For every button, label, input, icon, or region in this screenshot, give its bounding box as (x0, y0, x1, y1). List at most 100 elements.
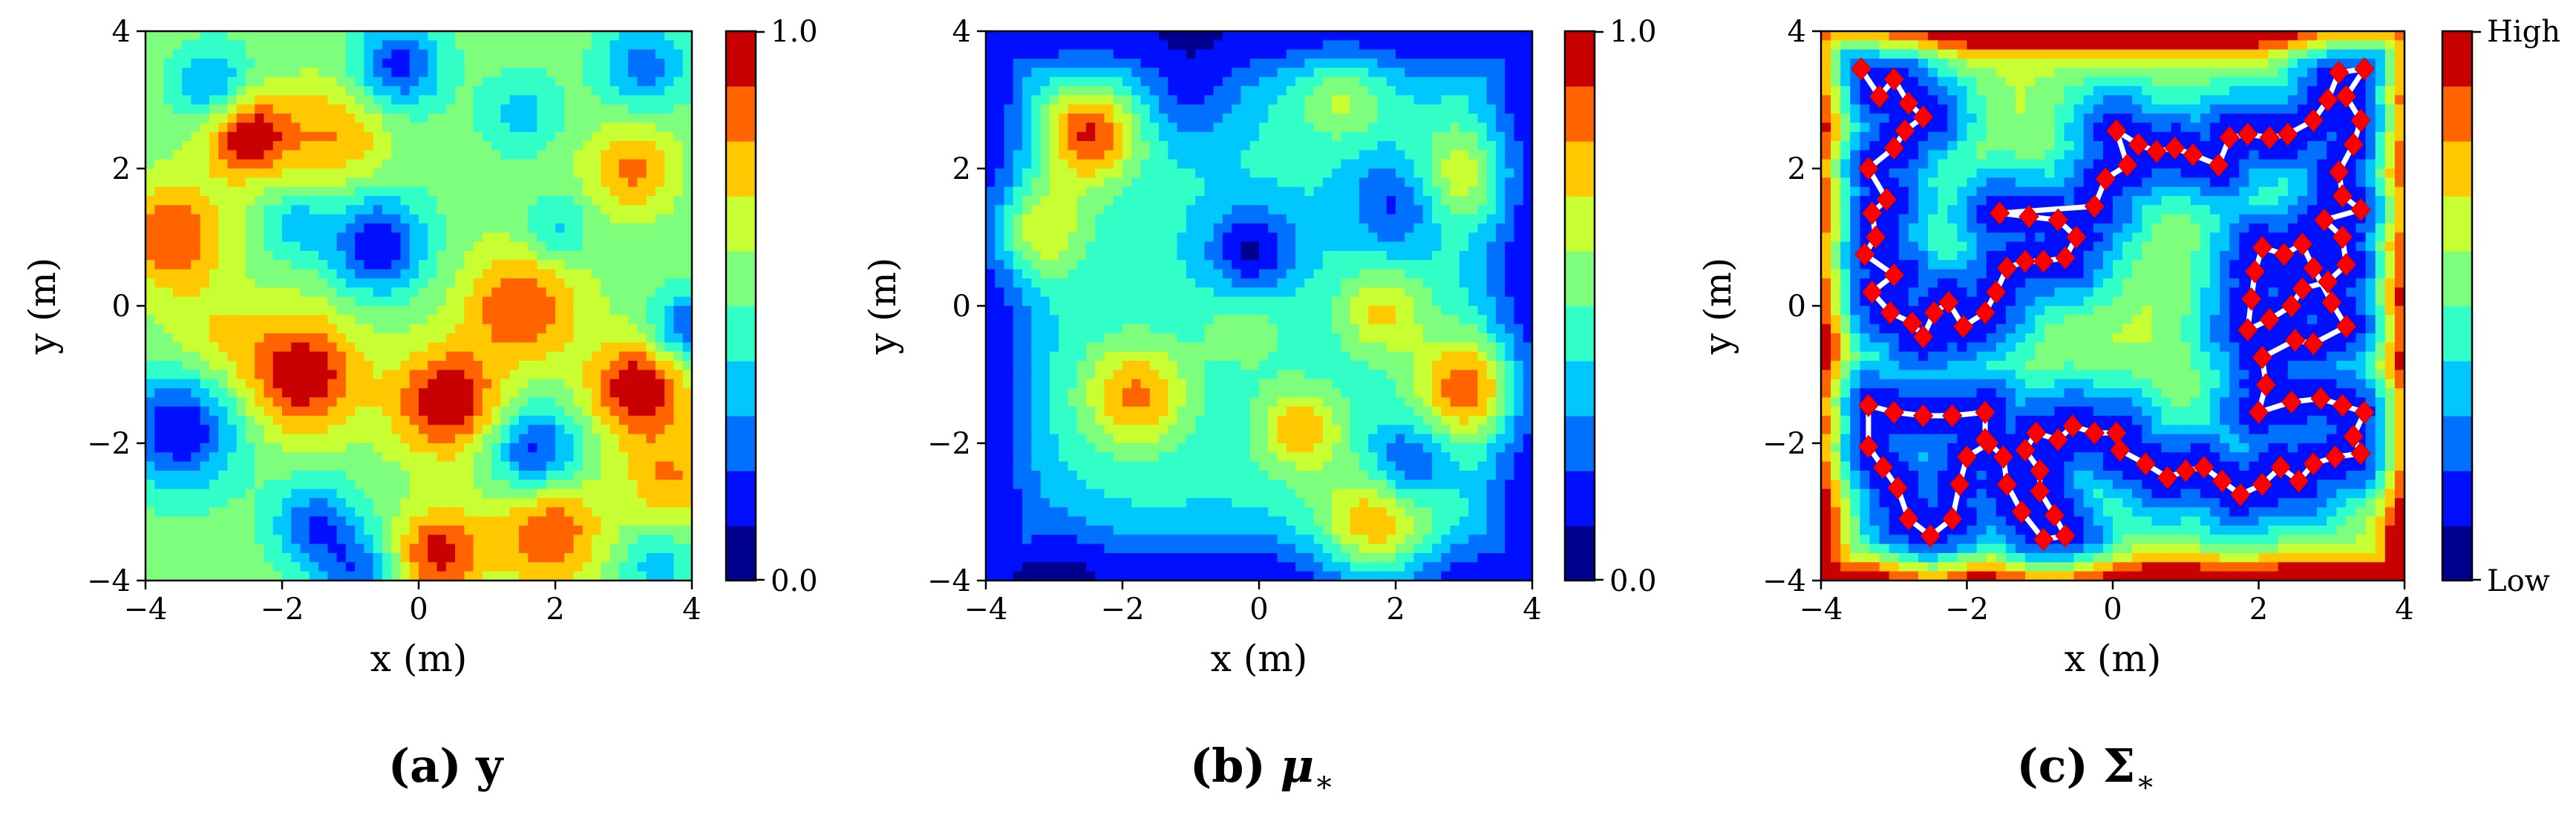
heatmap-cell (519, 205, 529, 215)
heatmap-cell (628, 86, 638, 96)
heatmap-cell (327, 40, 337, 50)
heatmap-cell (346, 443, 356, 453)
heatmap-cell (146, 141, 155, 151)
heatmap-cell (647, 562, 656, 572)
heatmap-cell (391, 269, 401, 279)
heatmap-cell (1131, 177, 1141, 187)
heatmap-cell (464, 324, 474, 334)
heatmap-cell (400, 77, 410, 87)
heatmap-cell (1314, 86, 1324, 96)
heatmap-cell (555, 150, 565, 160)
heatmap-cell (1141, 59, 1151, 68)
heatmap-cell (419, 434, 428, 444)
heatmap-cell (227, 425, 237, 434)
heatmap-cell (1013, 31, 1023, 41)
heatmap-cell (318, 59, 328, 68)
heatmap-cell (346, 141, 356, 151)
heatmap-cell (474, 169, 483, 178)
heatmap-cell (474, 105, 483, 114)
heatmap-cell (200, 379, 210, 389)
heatmap-cell (500, 434, 510, 444)
heatmap-cell (464, 462, 474, 471)
heatmap-cell (619, 260, 629, 269)
heatmap-cell (154, 297, 164, 307)
heatmap-cell (637, 269, 647, 279)
heatmap-cell (154, 196, 164, 206)
heatmap-cell (1287, 40, 1296, 50)
heatmap-cell (1368, 169, 1378, 178)
heatmap-cell (419, 105, 428, 114)
heatmap-cell (537, 297, 546, 307)
heatmap-cell (264, 59, 273, 68)
heatmap-cell (1441, 86, 1451, 96)
heatmap-cell (410, 352, 419, 362)
heatmap-cell (373, 287, 383, 297)
heatmap-cell (483, 462, 492, 471)
heatmap-cell (474, 205, 483, 215)
heatmap-cell (574, 572, 583, 581)
heatmap-cell (154, 141, 164, 151)
heatmap-cell (574, 352, 583, 362)
heatmap-cell (218, 572, 228, 581)
heatmap-cell (364, 86, 373, 96)
heatmap-cell (1259, 59, 1269, 68)
heatmap-cell (301, 114, 310, 123)
heatmap-cell (346, 452, 356, 462)
heatmap-cell (337, 59, 347, 68)
heatmap-cell (437, 562, 447, 572)
heatmap-cell (528, 416, 537, 425)
heatmap-cell (1150, 50, 1160, 59)
heatmap-cell (1214, 105, 1223, 114)
heatmap-cell (255, 278, 264, 288)
heatmap-cell (564, 544, 574, 554)
heatmap-cell (664, 416, 674, 425)
heatmap-cell (291, 251, 301, 261)
heatmap-cell (400, 416, 410, 425)
heatmap-cell (246, 232, 255, 242)
heatmap-cell (373, 361, 383, 370)
heatmap-cell (528, 379, 537, 389)
heatmap-cell (255, 260, 264, 269)
heatmap-cell (1141, 86, 1151, 96)
heatmap-cell (647, 342, 656, 352)
heatmap-cell (164, 59, 174, 68)
heatmap-cell (273, 517, 283, 526)
heatmap-cell (637, 169, 647, 178)
heatmap-cell (1068, 50, 1077, 59)
heatmap-cell (346, 187, 356, 197)
heatmap-cell (282, 562, 292, 572)
heatmap-cell (1359, 86, 1369, 96)
heatmap-cell (291, 443, 301, 453)
heatmap-cell (301, 232, 310, 242)
heatmap-cell (483, 215, 492, 224)
heatmap-cell (583, 187, 592, 197)
heatmap-cell (391, 562, 401, 572)
heatmap-cell (628, 40, 638, 50)
heatmap-cell (1122, 68, 1132, 77)
heatmap-cell (355, 370, 365, 379)
heatmap-cell (1141, 122, 1151, 132)
heatmap-cell (437, 215, 447, 224)
heatmap-cell (683, 160, 693, 169)
heatmap-cell (1122, 150, 1132, 160)
heatmap-cell (391, 443, 401, 453)
heatmap-cell (1523, 40, 1533, 50)
heatmap-cell (364, 150, 373, 160)
heatmap-cell (464, 526, 474, 535)
heatmap-cell (428, 95, 437, 105)
heatmap-cell (583, 205, 592, 215)
heatmap-cell (1214, 196, 1223, 206)
heatmap-cell (419, 223, 428, 233)
heatmap-cell (337, 507, 347, 517)
heatmap-cell (592, 205, 601, 215)
heatmap-cell (1022, 215, 1032, 224)
heatmap-cell (656, 260, 665, 269)
heatmap-cell (146, 443, 155, 453)
heatmap-cell (1396, 95, 1405, 105)
heatmap-cell (601, 31, 610, 41)
heatmap-cell (346, 352, 356, 362)
heatmap-cell (1259, 232, 1269, 242)
heatmap-cell (637, 105, 647, 114)
heatmap-cell (264, 269, 273, 279)
heatmap-cell (546, 443, 556, 453)
